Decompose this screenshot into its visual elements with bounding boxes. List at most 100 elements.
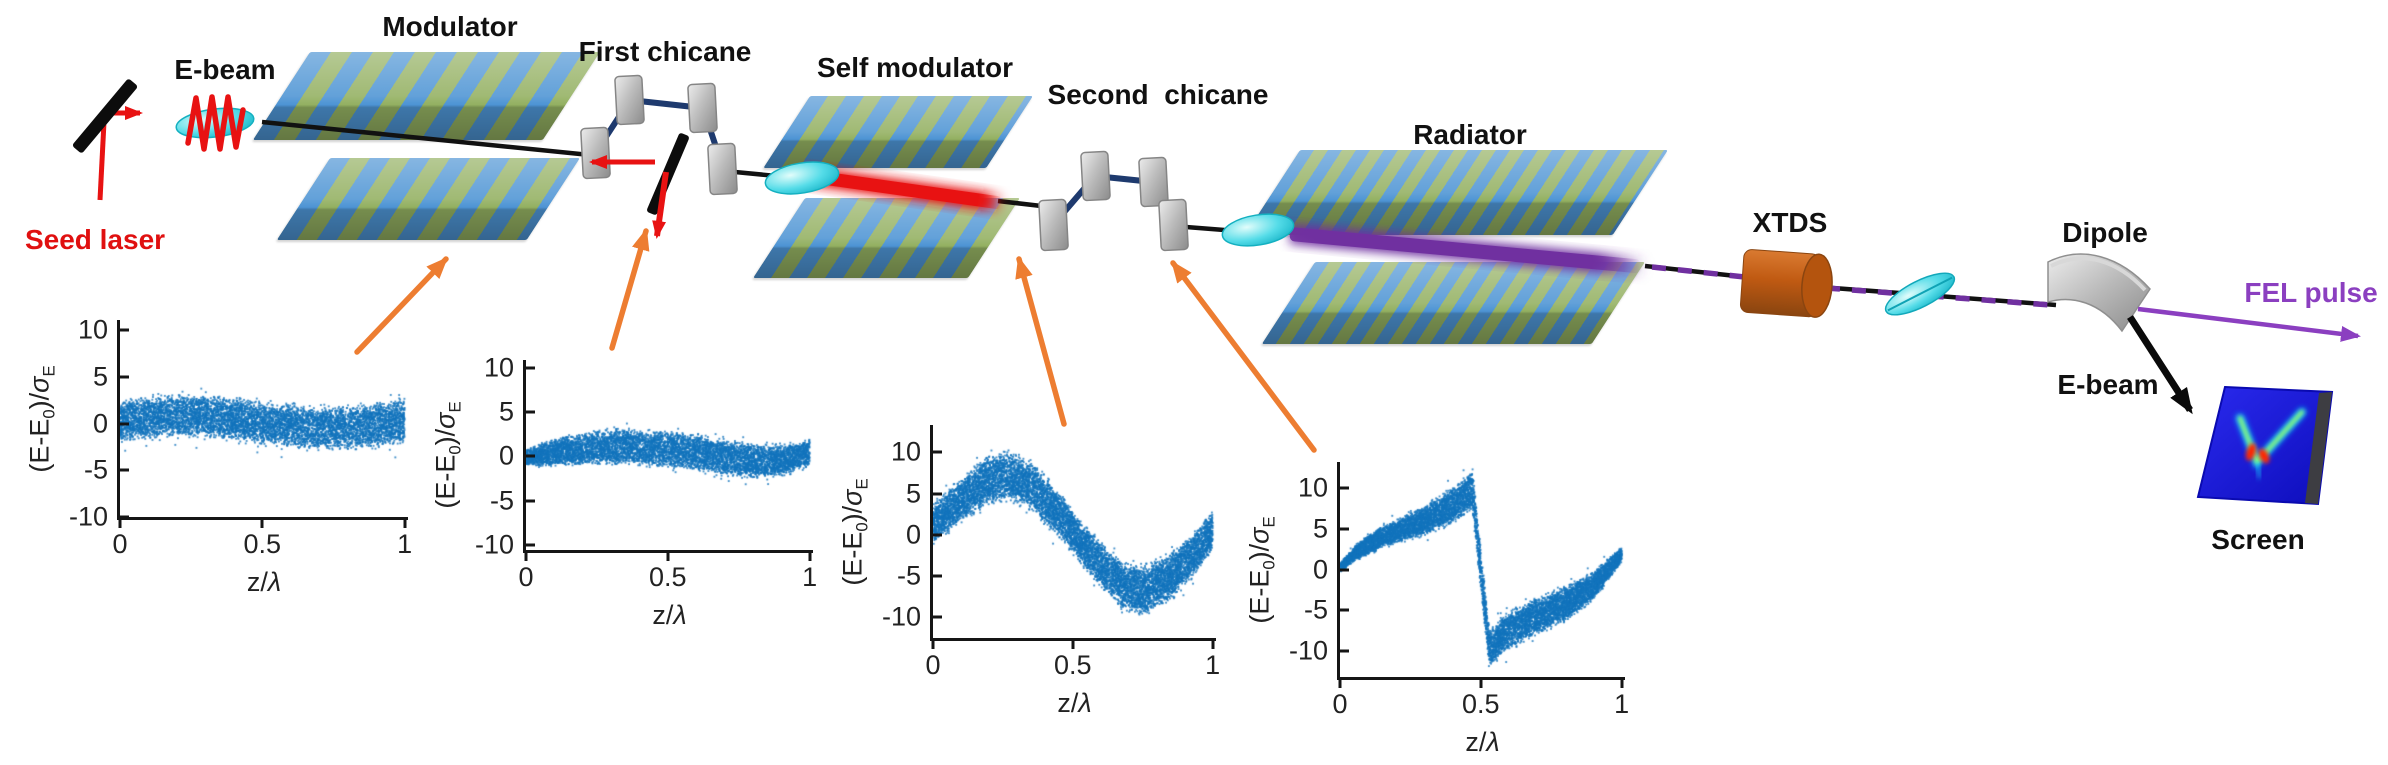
y-tick-label: -10 bbox=[68, 501, 108, 532]
ebeam-label-right: E-beam bbox=[2057, 369, 2159, 400]
fel-dashed-beam bbox=[1651, 264, 2051, 308]
axis-label-part: E bbox=[852, 477, 872, 490]
seed-dump-mirror bbox=[647, 133, 689, 215]
y-tick bbox=[933, 615, 942, 619]
x-tick bbox=[1071, 641, 1075, 649]
x-tick bbox=[1338, 680, 1342, 688]
scatter-plot-after-second-chicane: -10 -5 0 5 10 0 0.5 1 z/λ (E-E0)/σE bbox=[1245, 462, 1629, 757]
x-tick bbox=[1620, 680, 1624, 688]
radiator-label: Radiator bbox=[1413, 119, 1527, 150]
scatter-plot-after-self-modulator: -10 -5 0 5 10 0 0.5 1 z/λ (E-E0)/σE bbox=[838, 425, 1220, 718]
first-chicane-group bbox=[580, 74, 738, 239]
y-tick-label: 5 bbox=[1312, 513, 1328, 544]
x-tick bbox=[1479, 680, 1483, 688]
screen-label: Screen bbox=[2211, 524, 2305, 555]
modulator-undulator-upper-jaw bbox=[252, 52, 601, 140]
y-tick bbox=[526, 454, 535, 458]
xtds-label: XTDS bbox=[1752, 207, 1828, 238]
y-tick-label: 10 bbox=[77, 314, 108, 345]
axis-label-part: σ bbox=[1244, 527, 1275, 544]
self-modulator-undulator-upper-jaw bbox=[763, 96, 1033, 168]
fel-pulse-label: FEL pulse bbox=[2244, 277, 2378, 308]
y-tick-label: -5 bbox=[1303, 594, 1328, 625]
y-tick-label: 0 bbox=[498, 440, 514, 471]
y-tick bbox=[1340, 527, 1349, 531]
x-tick bbox=[1211, 641, 1215, 649]
chicane2-magnet-4 bbox=[1158, 198, 1189, 252]
x-tick bbox=[808, 553, 812, 561]
axis-label-part: 0 bbox=[1259, 559, 1279, 570]
seed-laser-label: Seed laser bbox=[24, 224, 166, 255]
x-tick bbox=[931, 641, 935, 649]
scatter-canvas bbox=[120, 320, 408, 517]
x-tick-label: 0 bbox=[1332, 689, 1348, 719]
chicane2-magnet-3 bbox=[1138, 156, 1169, 208]
y-tick bbox=[120, 515, 129, 519]
radiator-undulator-upper-jaw bbox=[1244, 150, 1668, 235]
x-tick-label: 1 bbox=[802, 562, 818, 592]
callout-arrow-after-self-modulator bbox=[1015, 256, 1067, 427]
y-tick bbox=[933, 533, 942, 537]
ebeam-label-left: E-beam bbox=[174, 54, 276, 85]
y-tick bbox=[933, 492, 942, 496]
x-axis-label: z/λ bbox=[1465, 727, 1499, 758]
y-tick-label: -10 bbox=[881, 601, 921, 632]
chicane1-magnet-1 bbox=[580, 126, 611, 180]
x-tick-label: 1 bbox=[397, 529, 413, 559]
x-tick bbox=[524, 553, 528, 561]
fel-pulse-arrow bbox=[2137, 306, 2361, 342]
y-tick bbox=[120, 422, 129, 426]
y-tick-label: -10 bbox=[474, 529, 514, 560]
axis-label-part: )/ bbox=[430, 428, 461, 446]
y-tick-label: 10 bbox=[1297, 472, 1328, 503]
callout-arrow-after-first-chicane bbox=[609, 228, 650, 351]
screen-streak-image bbox=[2236, 408, 2306, 479]
x-tick-label: 0.5 bbox=[243, 529, 282, 559]
scatter-plot-after-first-chicane: -10 -5 0 5 10 0 0.5 1 z/λ (E-E0)/σE bbox=[431, 352, 818, 630]
chicane2-magnet-2 bbox=[1080, 150, 1111, 202]
self-modulator-undulator-lower-jaw bbox=[753, 198, 1020, 278]
first-chicane-label: First chicane bbox=[578, 36, 752, 67]
scatter-canvas bbox=[1340, 462, 1625, 677]
lens-ellipse bbox=[1884, 272, 1956, 316]
x-tick-label: 0.5 bbox=[1054, 650, 1092, 680]
y-axis-label: (E-E0)/σE bbox=[25, 365, 60, 472]
axis-label-part: )/ bbox=[24, 392, 55, 409]
chicane2-magnet-1 bbox=[1038, 198, 1069, 252]
x-tick-label: 0 bbox=[518, 562, 534, 592]
dipole-magnet bbox=[2047, 253, 2151, 333]
y-tick bbox=[1340, 486, 1349, 490]
axis-label-part: (E-E bbox=[24, 418, 55, 473]
x-tick-label: 1 bbox=[1614, 689, 1630, 719]
axis-label-part: σ bbox=[24, 376, 55, 393]
y-tick-label: 0 bbox=[92, 408, 108, 439]
y-tick bbox=[1340, 649, 1349, 653]
y-tick bbox=[1340, 608, 1349, 612]
axis-label-part: σ bbox=[837, 489, 868, 506]
y-axis-label: (E-E0)/σE bbox=[431, 401, 466, 508]
x-tick-label: 0.5 bbox=[649, 562, 687, 592]
y-axis-label: (E-E0)/σE bbox=[838, 478, 873, 585]
y-tick-label: 0 bbox=[1312, 554, 1328, 584]
axis-label-part: 0 bbox=[852, 521, 872, 532]
x-tick bbox=[118, 520, 122, 528]
axis-label-part: 0 bbox=[445, 445, 465, 455]
axis-label-part: )/ bbox=[837, 505, 868, 522]
ebeam-icon bbox=[175, 94, 255, 152]
axis-label-part: λ bbox=[1486, 727, 1500, 757]
axis-label-part: 0 bbox=[39, 408, 59, 419]
radiator-undulator-lower-jaw bbox=[1261, 262, 1645, 344]
y-tick bbox=[1340, 568, 1349, 571]
axis-label-part: σ bbox=[430, 412, 461, 429]
callout-arrow-after-second-chicane bbox=[1170, 260, 1317, 453]
axis-label-part: z/ bbox=[1057, 688, 1079, 718]
self-modulator-label: Self modulator bbox=[816, 52, 1014, 83]
y-tick-label: 5 bbox=[498, 396, 514, 427]
seed-laser-injection bbox=[72, 79, 143, 201]
scatter-canvas bbox=[933, 425, 1216, 638]
x-axis-label: z/λ bbox=[1057, 688, 1091, 719]
diagnostic-screen bbox=[2196, 385, 2334, 506]
seed-wiggle-icon bbox=[185, 94, 246, 152]
y-tick bbox=[526, 543, 535, 547]
modulator-undulator-lower-jaw bbox=[276, 158, 580, 240]
